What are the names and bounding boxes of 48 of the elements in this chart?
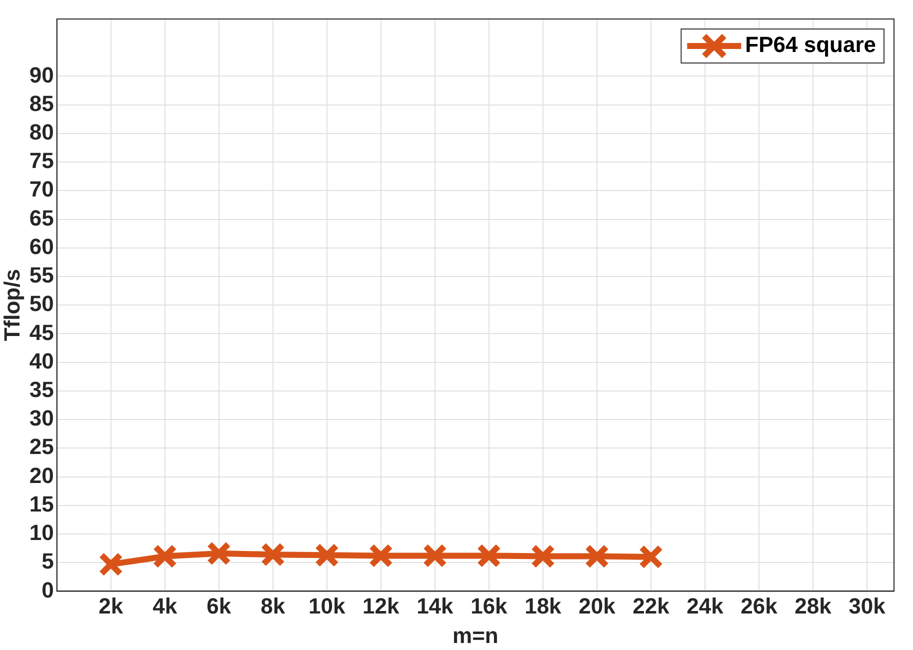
point <box>260 542 286 567</box>
point <box>152 544 178 568</box>
x-axis-title: m=n <box>452 622 498 648</box>
x-tick-label: 18k <box>524 593 562 618</box>
y-tick-label: 60 <box>29 234 54 259</box>
y-tick-label: 90 <box>29 62 54 88</box>
x-tick-label: 8k <box>260 593 286 618</box>
y-tick-label: 10 <box>29 520 54 546</box>
y-tick-label: 35 <box>29 376 54 402</box>
x-tick-label: 30k <box>848 593 886 618</box>
y-tick-label: 15 <box>29 491 54 516</box>
x-tick-label: 20k <box>578 593 616 618</box>
x-tick-label: 2k <box>98 593 124 618</box>
x-tick-label: 26k <box>740 593 778 618</box>
x-tick-label: 4k <box>152 593 178 618</box>
point <box>530 544 556 568</box>
y-tick-label: 25 <box>29 434 54 460</box>
y-tick-label: 5 <box>42 548 54 574</box>
y-tick-label: 50 <box>29 291 54 316</box>
x-tick-label: 16k <box>470 593 508 618</box>
y-tick-label: 0 <box>42 577 54 602</box>
y-tick-label: 75 <box>29 148 54 174</box>
y-axis-title: Tflop/s <box>0 269 24 342</box>
y-tick-label: 70 <box>29 176 54 202</box>
y-tick-label: 45 <box>29 320 54 345</box>
x-tick-label: 24k <box>686 593 724 618</box>
y-tick-label: 20 <box>29 462 54 488</box>
legend-label: FP64 square <box>745 32 876 58</box>
x-tick-label: 12k <box>362 593 400 618</box>
point <box>98 552 124 576</box>
point <box>476 544 502 568</box>
y-tick-label: 30 <box>29 406 54 431</box>
point <box>584 544 610 568</box>
y-tick-label: 80 <box>29 120 54 145</box>
point <box>638 544 664 570</box>
point <box>422 544 448 568</box>
point <box>368 544 394 568</box>
y-tick-label: 65 <box>29 205 54 230</box>
x-tick-label: 14k <box>416 593 454 618</box>
x-tick-label: 10k <box>308 593 346 618</box>
y-tick-label: 40 <box>29 348 54 374</box>
x-tick-label: 28k <box>794 593 832 618</box>
x-tick-label: 6k <box>206 593 232 618</box>
y-tick-label: 85 <box>29 90 54 116</box>
y-tick-label: 55 <box>29 262 54 288</box>
point <box>206 541 232 566</box>
point <box>314 542 340 568</box>
x-tick-label: 22k <box>632 593 670 618</box>
